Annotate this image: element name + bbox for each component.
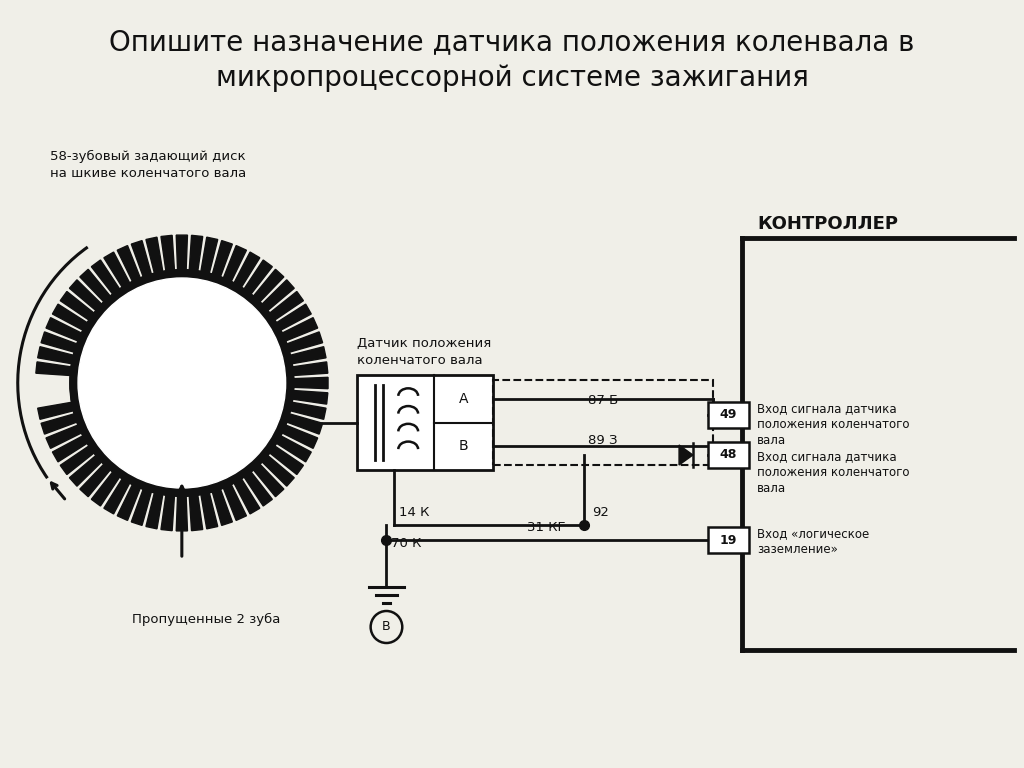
Polygon shape [276,304,311,330]
Polygon shape [212,489,232,525]
Polygon shape [244,472,272,506]
Polygon shape [262,280,294,311]
Text: В: В [459,439,468,453]
Text: 89 З: 89 З [588,434,617,447]
Polygon shape [276,435,311,462]
Polygon shape [52,435,87,462]
Polygon shape [38,402,74,419]
Polygon shape [103,252,130,287]
Polygon shape [201,492,218,529]
Polygon shape [293,390,328,404]
Polygon shape [131,240,152,277]
Polygon shape [118,485,140,521]
Text: 19: 19 [720,534,737,547]
Polygon shape [282,425,317,449]
Polygon shape [118,246,140,282]
Polygon shape [176,235,187,270]
Polygon shape [38,346,74,364]
Polygon shape [161,235,174,271]
Circle shape [78,278,286,488]
Polygon shape [80,464,111,497]
Polygon shape [287,414,323,434]
Polygon shape [146,492,163,529]
Polygon shape [60,446,94,475]
Text: 49: 49 [720,409,737,422]
Polygon shape [46,425,82,449]
Polygon shape [290,402,326,419]
Text: 48: 48 [720,449,737,462]
Polygon shape [679,445,693,465]
Polygon shape [201,237,218,273]
Polygon shape [161,495,174,531]
Polygon shape [223,485,247,521]
Polygon shape [52,304,87,330]
Text: КОНТРОЛЛЕР: КОНТРОЛЛЕР [757,215,898,233]
Polygon shape [189,495,203,531]
Bar [356,375,494,470]
Text: 87 Б: 87 Б [588,394,618,407]
Polygon shape [70,455,101,486]
Text: Пропущенные 2 зуба: Пропущенные 2 зуба [132,613,281,626]
Text: 31 КГ: 31 КГ [527,521,566,534]
Polygon shape [80,270,111,302]
Polygon shape [262,455,294,486]
Polygon shape [293,362,328,376]
Text: 92: 92 [592,506,609,519]
Polygon shape [233,252,260,287]
Text: Вход сигнала датчика
положения коленчатого
вала: Вход сигнала датчика положения коленчато… [757,450,909,495]
Polygon shape [60,292,94,320]
Polygon shape [233,478,260,514]
Polygon shape [91,260,120,294]
Polygon shape [91,472,120,506]
Polygon shape [269,446,303,475]
Polygon shape [212,240,232,277]
Bar [708,402,750,428]
Polygon shape [290,346,326,364]
Text: Вход сигнала датчика
положения коленчатого
вала: Вход сигнала датчика положения коленчато… [757,402,909,447]
Polygon shape [269,292,303,320]
Polygon shape [41,414,77,434]
Polygon shape [176,496,187,531]
Polygon shape [41,332,77,353]
Polygon shape [282,318,317,341]
Polygon shape [294,377,328,389]
Text: 58-зубовый задающий диск
на шкиве коленчатого вала: 58-зубовый задающий диск на шкиве коленч… [50,150,247,180]
Text: 14 К: 14 К [399,506,430,519]
Text: Датчик положения
коленчатого вала: Датчик положения коленчатого вала [356,337,492,366]
Polygon shape [244,260,272,294]
Text: Опишите назначение датчика положения коленвала в
микропроцессорной системе зажиг: Опишите назначение датчика положения кол… [110,28,914,91]
Polygon shape [70,280,101,311]
Text: А: А [459,392,468,406]
Polygon shape [253,464,284,497]
Polygon shape [36,362,72,376]
Polygon shape [131,489,152,525]
Polygon shape [46,318,82,341]
Text: В: В [382,621,391,634]
Polygon shape [146,237,163,273]
Bar [708,527,750,553]
Text: Вход «логическое
заземление»: Вход «логическое заземление» [757,527,869,556]
Circle shape [70,270,294,496]
Polygon shape [103,478,130,514]
Polygon shape [223,246,247,282]
Circle shape [78,278,286,488]
Bar [494,380,713,465]
Polygon shape [253,270,284,302]
Polygon shape [287,332,323,353]
Bar [708,442,750,468]
Text: 70 К: 70 К [391,537,422,550]
Polygon shape [189,235,203,271]
